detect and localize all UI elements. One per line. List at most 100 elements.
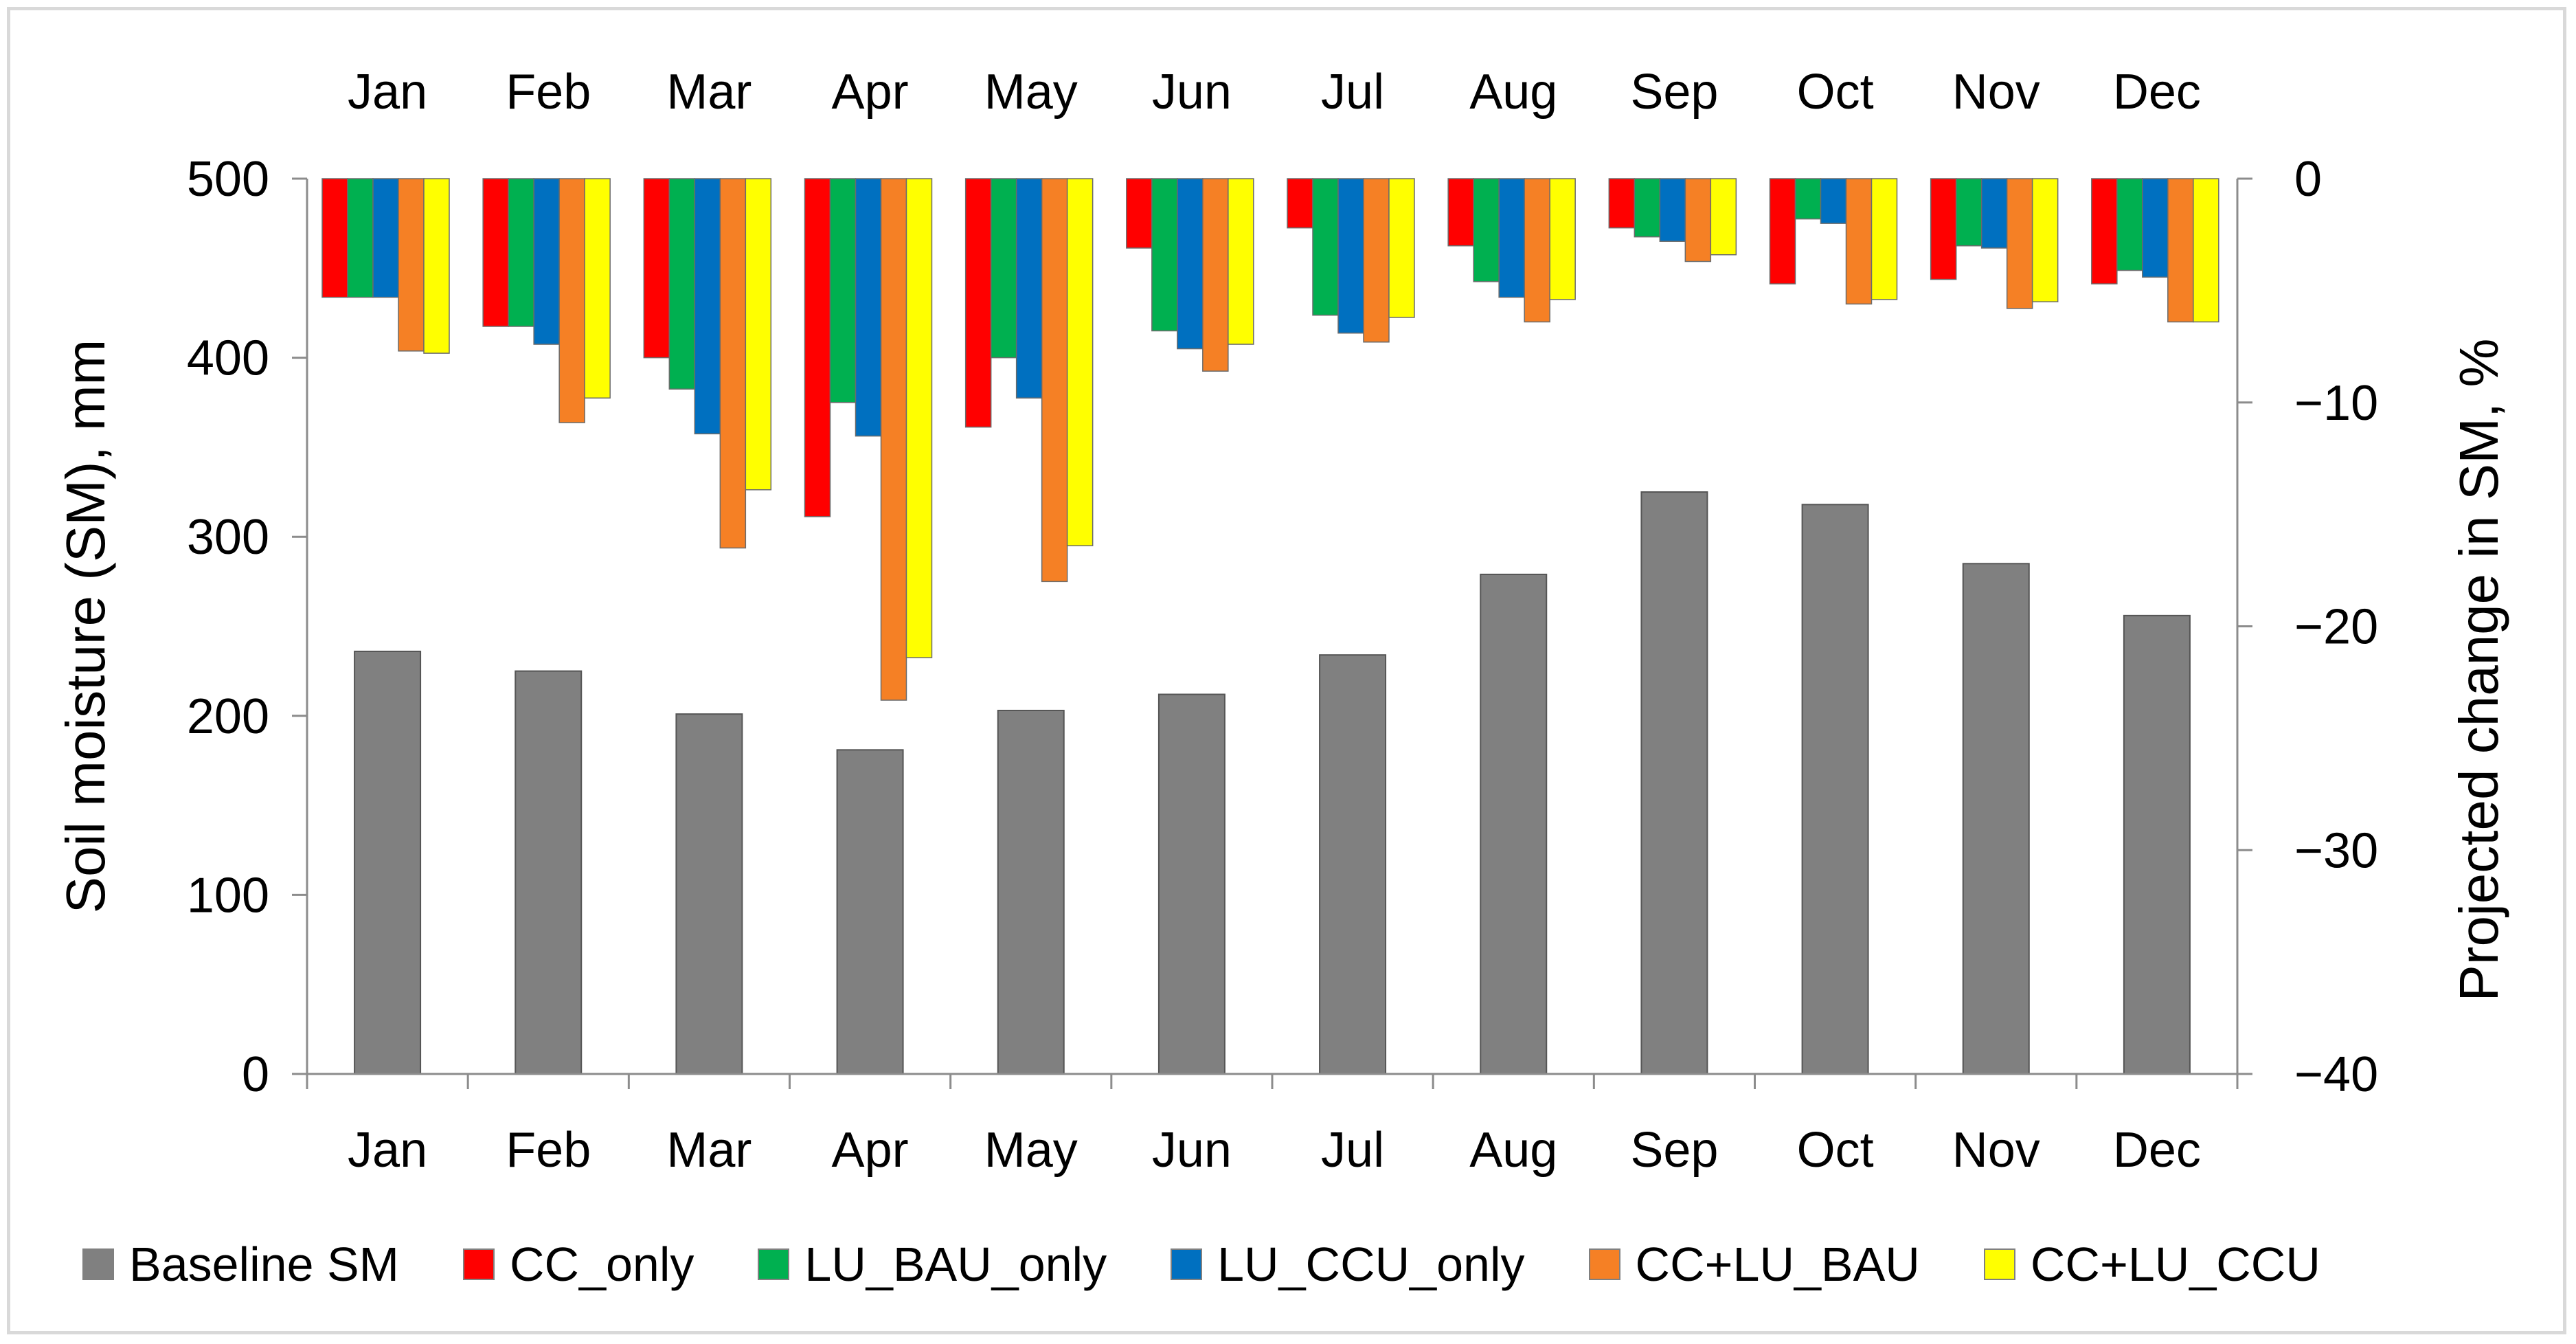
x-tick-label-bottom: Jun	[1152, 1123, 1232, 1178]
baseline-bar-dec	[2123, 614, 2191, 1075]
x-tick-label-top: May	[984, 65, 1078, 120]
baseline-bar-may	[997, 709, 1065, 1075]
x-tick-label-bottom: May	[984, 1123, 1078, 1178]
x-tick-label-top: Aug	[1469, 65, 1557, 120]
x-tick-label-top: Jun	[1152, 65, 1232, 120]
cc-only-bar-mar	[643, 178, 670, 359]
lu-bau-only-bar-jun	[1151, 178, 1178, 332]
lu-ccu-only-bar-feb	[533, 178, 560, 345]
lu-ccu-only-bar-jan	[372, 178, 399, 298]
lu-ccu-only-bar-aug	[1498, 178, 1525, 298]
cc-only-bar-sep	[1608, 178, 1636, 229]
x-tick-label-bottom: Jan	[348, 1123, 427, 1178]
lu-bau-only-bar-mar	[668, 178, 696, 390]
cc-lu-bau-bar-apr	[880, 178, 907, 701]
legend-label: CC_only	[509, 1237, 694, 1291]
baseline-bar-mar	[675, 713, 743, 1075]
cc-only-bar-dec	[2091, 178, 2118, 284]
cc-lu-bau-bar-oct	[1845, 178, 1873, 305]
cc-lu-bau-bar-mar	[719, 178, 747, 549]
x-tick-label-top: Oct	[1797, 65, 1874, 120]
cc-only-bar-jun	[1126, 178, 1153, 249]
legend-item-lu-ccu-only: LU_CCU_only	[1171, 1237, 1525, 1292]
x-tick-label-bottom: Aug	[1469, 1123, 1557, 1178]
legend-item-cc-only: CC_only	[462, 1237, 694, 1292]
left-tick-label: 200	[187, 689, 269, 744]
right-tick-label: −10	[2294, 376, 2378, 431]
x-tick-label-top: Mar	[666, 65, 752, 120]
baseline-bar-jul	[1319, 654, 1387, 1075]
legend-label: LU_CCU_only	[1217, 1237, 1525, 1291]
cc-lu-ccu-bar-feb	[584, 178, 611, 399]
lu-ccu-only-bar-may	[1015, 178, 1043, 399]
lu-ccu-only-bar-dec	[2142, 178, 2169, 278]
right-tick-label: −30	[2294, 823, 2378, 878]
cc-lu-bau-bar-feb	[558, 178, 585, 423]
cc-lu-bau-bar-dec	[2167, 178, 2194, 323]
legend-swatch	[1983, 1248, 2015, 1280]
x-tick-label-bottom: Oct	[1797, 1123, 1874, 1178]
right-tick-label: −20	[2294, 600, 2378, 655]
cc-only-bar-nov	[1930, 178, 1957, 280]
lu-bau-only-bar-oct	[1794, 178, 1822, 220]
legend-label: LU_BAU_only	[804, 1237, 1107, 1291]
cc-lu-ccu-bar-jan	[423, 178, 450, 354]
x-tick-label-top: Jan	[348, 65, 427, 120]
cc-only-bar-may	[964, 178, 992, 428]
lu-bau-only-bar-dec	[2116, 178, 2143, 271]
lu-ccu-only-bar-sep	[1659, 178, 1686, 242]
cc-lu-bau-bar-may	[1041, 178, 1068, 583]
right-axis-title: Projected change in SM, %	[2448, 339, 2509, 1002]
legend-label: CC+LU_BAU	[1635, 1237, 1920, 1291]
lu-bau-only-bar-nov	[1955, 178, 1982, 247]
left-tick-label: 400	[187, 331, 269, 386]
baseline-bar-aug	[1480, 573, 1548, 1075]
legend-label: Baseline SM	[129, 1237, 399, 1291]
lu-bau-only-bar-jan	[347, 178, 374, 298]
cc-lu-ccu-bar-may	[1066, 178, 1094, 546]
legend-item-cc-lu-bau: CC+LU_BAU	[1588, 1237, 1920, 1292]
legend-swatch	[758, 1248, 790, 1280]
legend-swatch	[462, 1248, 495, 1280]
lu-bau-only-bar-sep	[1634, 178, 1661, 238]
cc-lu-ccu-bar-sep	[1710, 178, 1737, 256]
lu-ccu-only-bar-jun	[1177, 178, 1204, 350]
cc-lu-ccu-bar-dec	[2193, 178, 2219, 323]
legend-swatch	[1588, 1248, 1620, 1280]
baseline-bar-apr	[836, 749, 904, 1075]
lu-bau-only-bar-may	[990, 178, 1017, 359]
cc-lu-ccu-bar-jul	[1388, 178, 1415, 318]
cc-lu-ccu-bar-aug	[1549, 178, 1576, 300]
baseline-bar-oct	[1801, 504, 1869, 1075]
cc-lu-bau-bar-jan	[398, 178, 425, 352]
cc-only-bar-oct	[1769, 178, 1796, 284]
lu-ccu-only-bar-oct	[1820, 178, 1847, 224]
x-tick-label-top: Nov	[1952, 65, 2040, 120]
x-tick-label-top: Feb	[506, 65, 591, 120]
cc-only-bar-apr	[804, 178, 831, 517]
x-tick-label-top: Apr	[832, 65, 909, 120]
legend-swatch	[82, 1248, 114, 1280]
cc-only-bar-aug	[1447, 178, 1474, 247]
cc-lu-ccu-bar-jun	[1228, 178, 1254, 345]
x-tick-label-bottom: Feb	[506, 1123, 591, 1178]
lu-bau-only-bar-jul	[1312, 178, 1339, 316]
cc-lu-bau-bar-jul	[1363, 178, 1390, 343]
legend-label: CC+LU_CCU	[2030, 1237, 2320, 1291]
lu-ccu-only-bar-apr	[855, 178, 882, 437]
lu-bau-only-bar-aug	[1473, 178, 1500, 282]
baseline-bar-nov	[1962, 563, 2030, 1075]
x-tick-label-top: Sep	[1630, 65, 1718, 120]
cc-lu-ccu-bar-nov	[2031, 178, 2059, 302]
right-tick-label: −40	[2294, 1047, 2378, 1102]
left-tick-label: 0	[242, 1047, 269, 1102]
cc-lu-ccu-bar-mar	[745, 178, 772, 491]
legend-item-lu-bau-only: LU_BAU_only	[758, 1237, 1107, 1292]
left-axis-title: Soil moisture (SM), mm	[55, 339, 116, 914]
x-tick-label-bottom: Dec	[2113, 1123, 2201, 1178]
cc-lu-ccu-bar-oct	[1871, 178, 1898, 300]
cc-lu-bau-bar-nov	[2006, 178, 2033, 309]
cc-only-bar-feb	[482, 178, 509, 327]
baseline-bar-jun	[1157, 693, 1225, 1075]
